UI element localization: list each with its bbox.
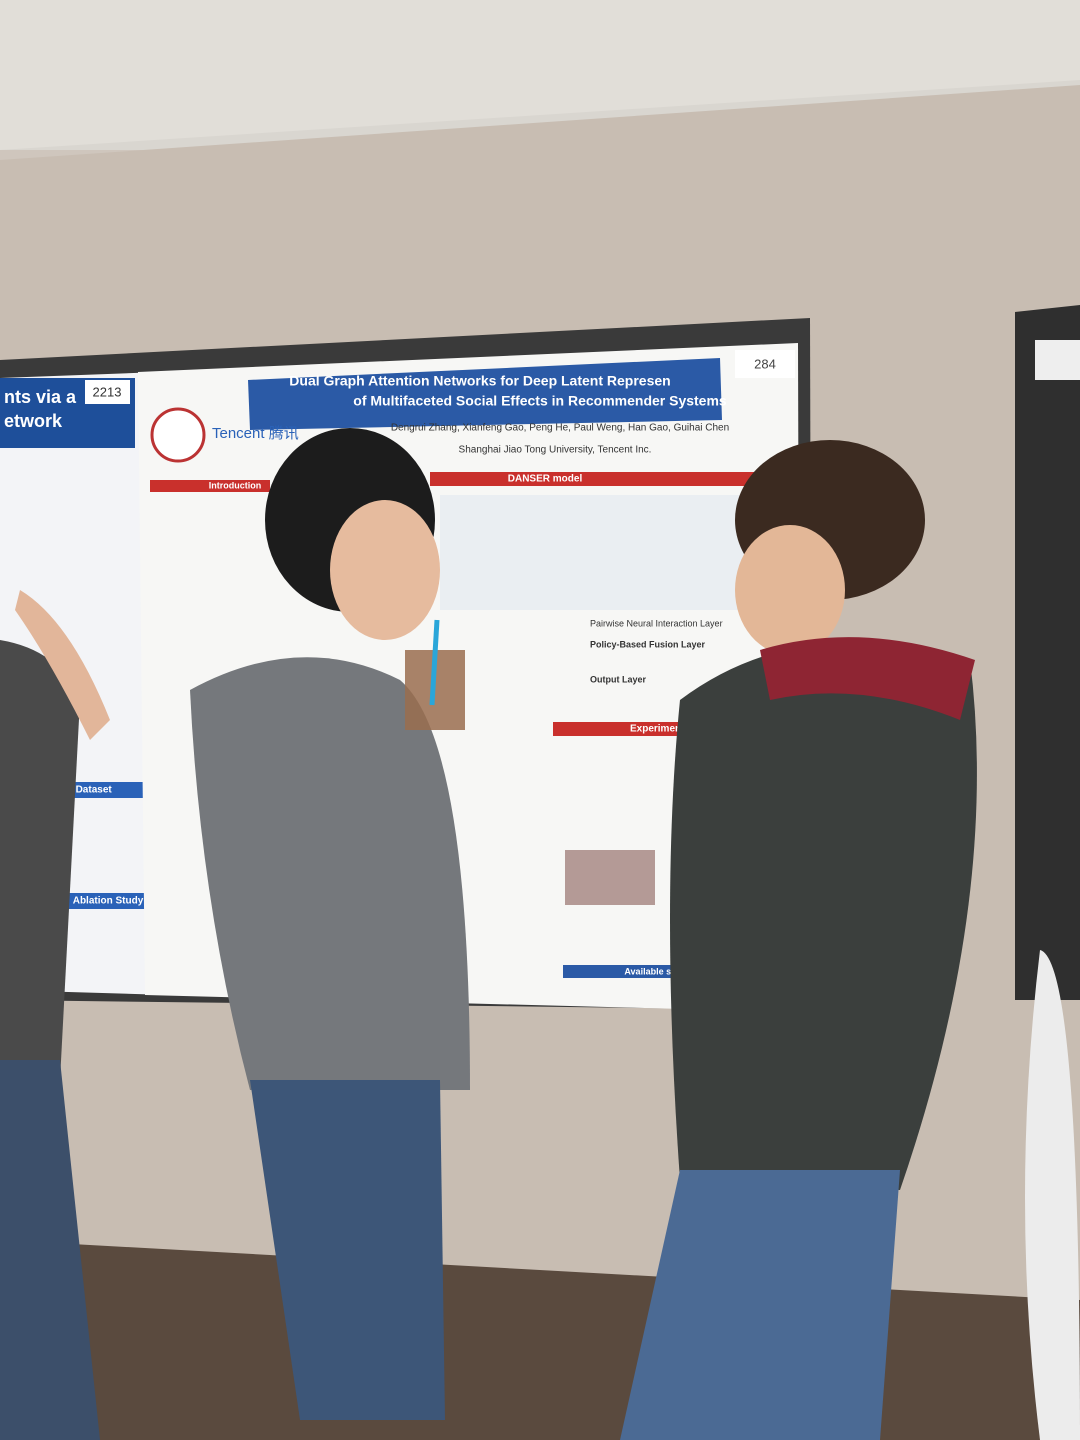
person-left xyxy=(0,640,80,1080)
poster-title-line: nts via a xyxy=(4,387,77,407)
layer-title: Policy-Based Fusion Layer xyxy=(590,639,706,649)
section-header xyxy=(58,893,158,909)
person-right-hoodie xyxy=(670,642,977,1190)
company-logo: Tencent 腾讯 xyxy=(212,425,299,442)
person-middle-hoodie xyxy=(190,657,470,1090)
person-left-arm xyxy=(15,590,110,740)
section-title: Available source xyxy=(624,966,695,976)
main-poster-header xyxy=(248,358,722,430)
hood-lining xyxy=(760,637,975,720)
ceiling-tiles xyxy=(0,0,1080,150)
affiliations: Shanghai Jiao Tong University, Tencent I… xyxy=(459,445,652,456)
person-middle-jeans xyxy=(250,1080,445,1420)
number-card xyxy=(85,380,130,404)
poster-title-line: of Multifaceted Social Effects in Recomm… xyxy=(353,393,727,409)
layer-title: Pairwise Neural Interaction Layer xyxy=(590,618,723,628)
person-left-jeans xyxy=(0,1060,100,1440)
layer-title: Output Layer xyxy=(590,674,647,684)
section-title: Ablation Study xyxy=(73,896,144,907)
board-number xyxy=(1035,340,1080,380)
result-plots xyxy=(565,850,655,905)
poster-number: 284 xyxy=(754,356,776,371)
person-middle-face xyxy=(330,500,440,640)
person-right-jeans xyxy=(620,1170,900,1440)
model-diagram xyxy=(440,495,760,610)
university-logo xyxy=(150,407,206,463)
section-title: DANSER model xyxy=(508,474,583,485)
poster-title-line: etwork xyxy=(4,411,63,431)
person-edge xyxy=(1025,950,1080,1440)
straw xyxy=(429,619,440,706)
section-title: Experiments xyxy=(630,724,690,735)
poster-board-right xyxy=(1015,305,1080,1000)
person-right-face xyxy=(735,525,845,655)
authors: Dengrui Zhang, Xianfeng Gao, Peng He, Pa… xyxy=(391,423,729,434)
section-header xyxy=(150,480,270,492)
number-card xyxy=(735,350,795,378)
poster-number: 2213 xyxy=(93,384,122,399)
poster-title-line: Dual Graph Attention Networks for Deep L… xyxy=(289,373,670,389)
section-header xyxy=(430,472,760,486)
section-title: Introduction xyxy=(209,480,262,490)
